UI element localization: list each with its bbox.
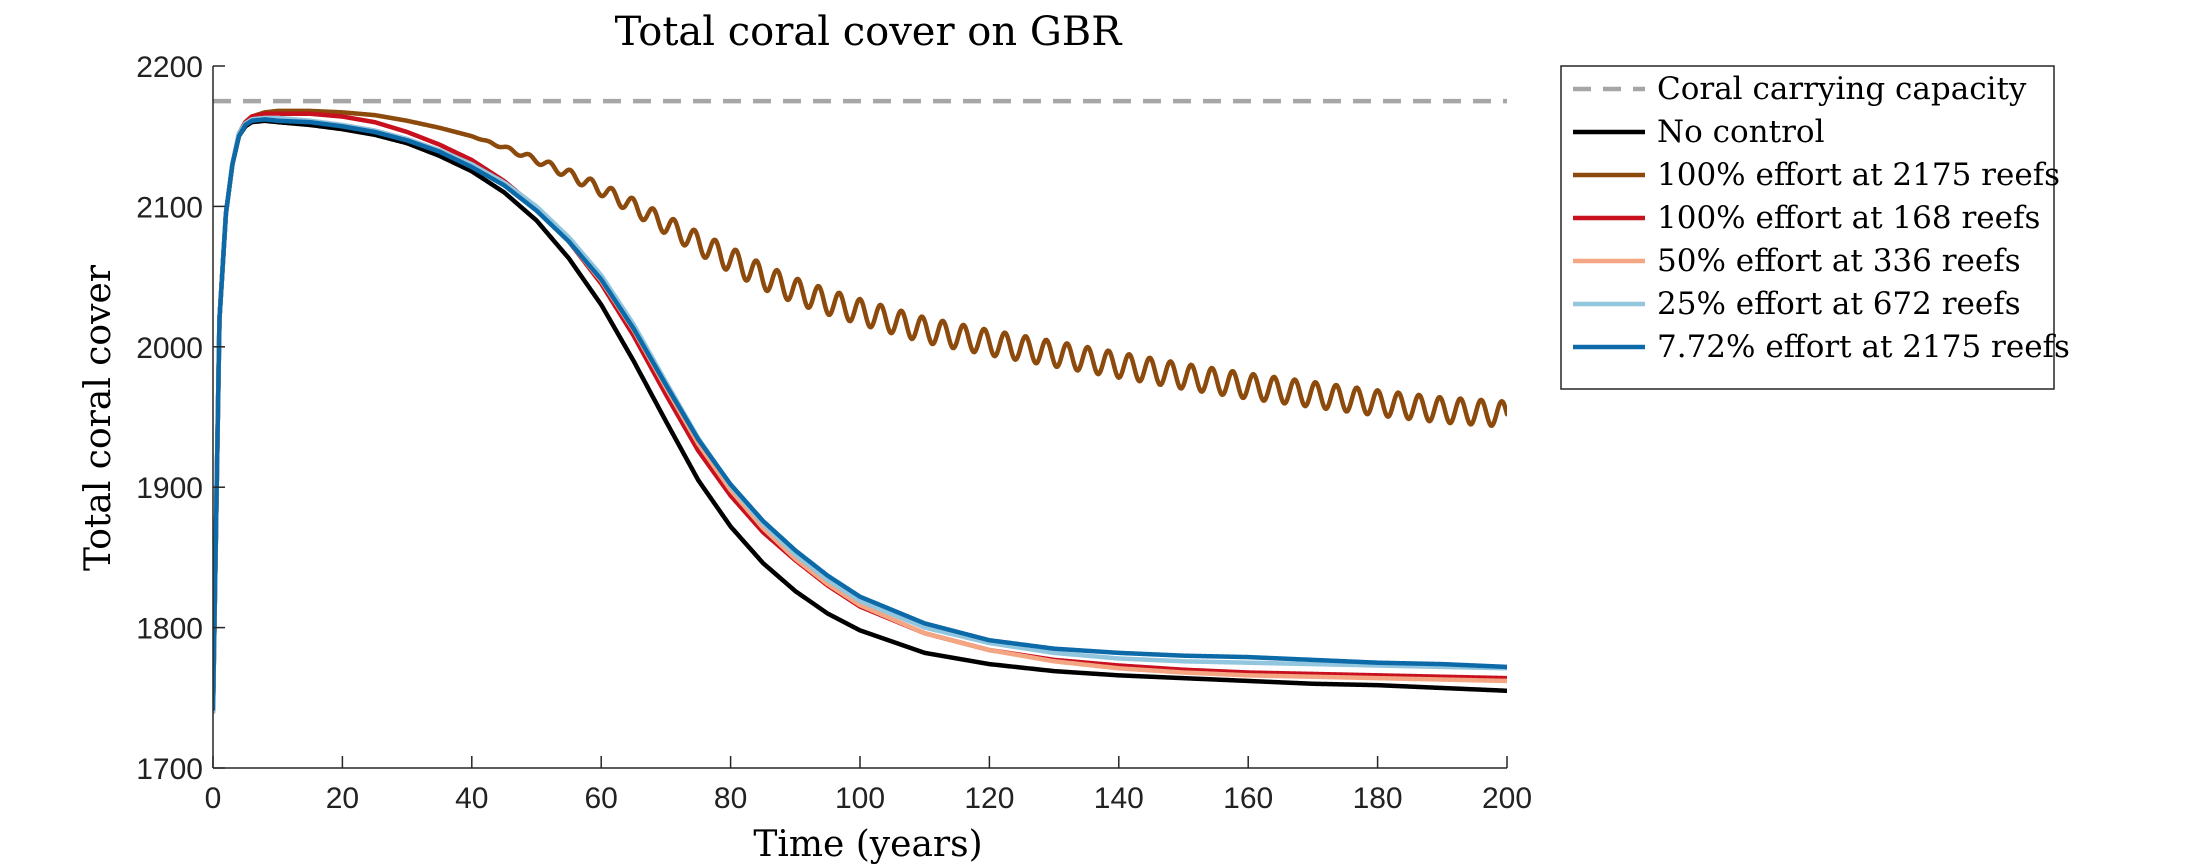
y-tick-label: 1800: [136, 613, 203, 646]
legend-label: 7.72% effort at 2175 reefs: [1657, 329, 2070, 365]
series-layer: [213, 108, 1507, 715]
series-line-2: [213, 108, 1507, 715]
y-axis-label: Total coral cover: [78, 264, 119, 571]
legend-label: 100% effort at 168 reefs: [1657, 200, 2040, 236]
x-tick-label: 120: [964, 782, 1014, 815]
axes-layer: 0 20 40 60 80 100 120 140 160 180 200 1700 1800 1900 2…: [136, 51, 1532, 815]
legend: Coral carrying capacity No control 100% ef…: [1560, 65, 2070, 390]
x-tick-label: 0: [205, 782, 222, 815]
x-tick-label: 60: [585, 782, 618, 815]
x-tick-label: 140: [1094, 782, 1144, 815]
y-tick-label: 2200: [136, 51, 203, 84]
chart-title: Total coral cover on GBR: [615, 9, 1124, 55]
plot-area: 0 20 40 60 80 100 120 140 160 180 200 1700 1800 1900 2…: [136, 51, 1532, 815]
series-line-5: [213, 115, 1507, 715]
y-tick-label: 2000: [136, 332, 203, 365]
legend-label: Coral carrying capacity: [1657, 71, 2027, 107]
x-tick-label: 100: [835, 782, 885, 815]
legend-label: 25% effort at 672 reefs: [1657, 286, 2021, 322]
y-tick-label: 1700: [136, 753, 203, 786]
x-tick-label: 160: [1223, 782, 1273, 815]
x-axis-label: Time (years): [753, 824, 982, 865]
x-tick-label: 180: [1353, 782, 1403, 815]
x-tick-label: 200: [1482, 782, 1532, 815]
series-line-4: [213, 115, 1507, 715]
x-tick-label: 20: [326, 782, 359, 815]
series-line-6: [213, 117, 1507, 712]
y-tick-label: 2100: [136, 191, 203, 224]
legend-label: 50% effort at 336 reefs: [1657, 243, 2021, 279]
series-line-1: [213, 118, 1507, 715]
x-tick-label: 40: [455, 782, 488, 815]
y-tick-label: 1900: [136, 472, 203, 505]
legend-label: 100% effort at 2175 reefs: [1657, 157, 2060, 193]
series-line-3: [213, 111, 1507, 715]
x-tick-label: 80: [714, 782, 747, 815]
legend-label: No control: [1657, 114, 1825, 150]
legend-box: [1560, 65, 2055, 390]
